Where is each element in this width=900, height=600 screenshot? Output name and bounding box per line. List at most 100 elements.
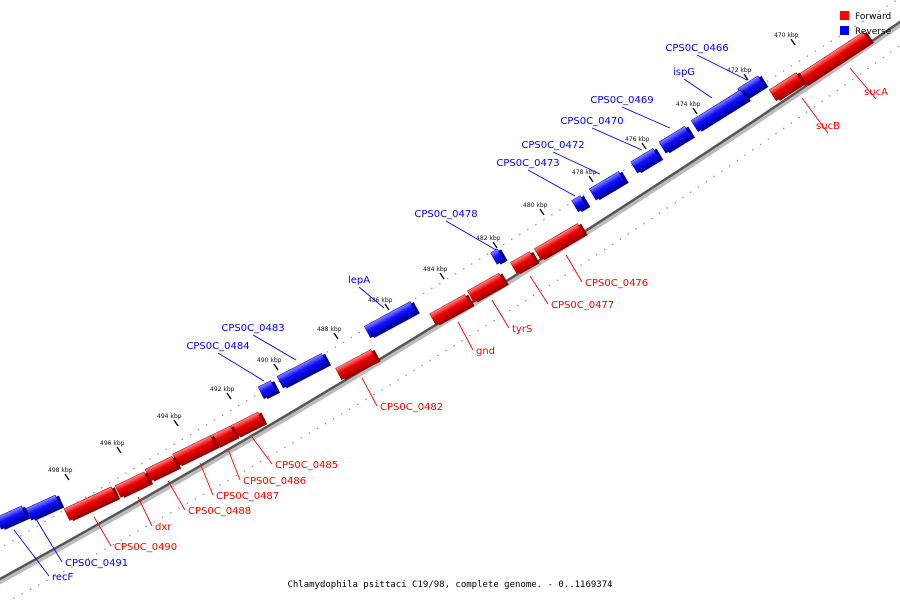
- gene-block: [257, 380, 277, 399]
- gene-leader-line: [13, 529, 50, 577]
- gene-label[interactable]: tyrS: [512, 324, 532, 335]
- gene-cps0c_0478-feature[interactable]: [490, 248, 508, 266]
- gene-block: [630, 148, 661, 174]
- gene-block: [797, 31, 871, 86]
- gene-label[interactable]: CPS0C_0477: [551, 300, 614, 311]
- gene-leader-line: [167, 480, 186, 511]
- leaders-layer: [13, 54, 877, 577]
- ticks-layer: 470 kbp 472 kbp 474 kbp 476 kbp 478 kbp 480 k…: [48, 32, 799, 481]
- gene-leader-line: [137, 496, 153, 527]
- gene-label[interactable]: dxr: [155, 522, 172, 533]
- gene-label[interactable]: lepA: [348, 275, 370, 286]
- gene-cps0c_0473-feature[interactable]: [571, 194, 591, 214]
- gene-dxr-feature[interactable]: [114, 471, 154, 500]
- gene-cps0c_0477-feature[interactable]: [510, 250, 540, 275]
- gene-leader-line: [552, 151, 601, 175]
- gene-gnd-feature[interactable]: [429, 293, 475, 327]
- gene-leader-line: [527, 169, 576, 197]
- tick-label: 478 kbp: [572, 169, 597, 176]
- gene-label[interactable]: CPS0C_0473: [496, 158, 559, 169]
- tick-mark: [333, 332, 339, 340]
- labels-layer: sucA sucB CPS0C_0466 ispG CPS0C_0469 CPS0C_04…: [52, 43, 888, 583]
- tick-label: 492 kbp: [210, 386, 235, 393]
- gene-label[interactable]: CPS0C_0486: [243, 476, 306, 487]
- gene-leader-line: [227, 448, 241, 481]
- legend-reverse-label: Reverse: [855, 27, 892, 37]
- gene-label[interactable]: CPS0C_0476: [585, 278, 648, 289]
- gene-block: [429, 293, 472, 326]
- gene-label[interactable]: sucA: [864, 87, 888, 98]
- gene-cps0c_0490-feature[interactable]: [63, 485, 121, 522]
- gene-cps0c_0469-feature[interactable]: [658, 125, 696, 155]
- gene-block: [63, 486, 118, 521]
- tick-mark: [743, 73, 749, 81]
- gene-block: [768, 72, 804, 102]
- gene-sucb-feature[interactable]: [768, 71, 807, 103]
- gene-label[interactable]: CPS0C_0487: [216, 491, 279, 502]
- tick-mark: [439, 272, 445, 280]
- genome-caption: Chlamydophila psittaci C19/98, complete …: [287, 580, 612, 590]
- legend-forward-label: Forward: [855, 12, 891, 22]
- gene-label[interactable]: sucB: [816, 121, 840, 132]
- gene-label[interactable]: ispG: [673, 67, 695, 78]
- tick-label: 486 kbp: [368, 297, 393, 304]
- gene-label[interactable]: CPS0C_0483: [221, 323, 284, 334]
- gene-ispg-feature[interactable]: [690, 88, 751, 133]
- gene-cps0c_0482-feature[interactable]: [335, 348, 381, 381]
- tick-mark: [588, 175, 594, 183]
- gene-suca-feature[interactable]: [797, 30, 874, 87]
- gene-label[interactable]: CPS0C_0488: [188, 506, 251, 517]
- gene-block: [510, 251, 537, 275]
- tick-label: 470 kbp: [774, 32, 799, 39]
- gene-block: [25, 494, 61, 521]
- gene-label[interactable]: CPS0C_0470: [560, 116, 623, 127]
- gene-leader-line: [217, 352, 265, 382]
- gene-leader-line: [696, 54, 748, 81]
- gene-label[interactable]: CPS0C_0490: [114, 542, 177, 553]
- gene-label[interactable]: CPS0C_0472: [521, 140, 584, 151]
- gene-cps0c_0472-feature[interactable]: [588, 170, 629, 202]
- gene-leader-line: [801, 97, 829, 134]
- gene-leader-line: [35, 518, 63, 563]
- gene-block: [658, 125, 692, 154]
- gene-label[interactable]: CPS0C_0466: [665, 43, 728, 54]
- tick-label: 476 kbp: [625, 136, 650, 143]
- tick-mark: [384, 303, 390, 311]
- tick-mark: [64, 473, 70, 481]
- legend-reverse-swatch: [840, 26, 849, 35]
- gene-leader-line: [361, 377, 378, 407]
- gene-label[interactable]: recF: [52, 572, 74, 583]
- gene-leader-line: [529, 275, 549, 305]
- gene-lepa-feature[interactable]: [363, 300, 420, 339]
- gene-block: [534, 223, 585, 261]
- gene-recf-feature[interactable]: [0, 505, 31, 531]
- gene-block: [0, 505, 28, 530]
- gene-label[interactable]: CPS0C_0485: [275, 460, 338, 471]
- outer-scale-arc: [0, 0, 898, 549]
- gene-cps0c_0491-feature[interactable]: [25, 494, 65, 522]
- tick-mark: [116, 446, 122, 454]
- gene-tyrs-feature[interactable]: [467, 272, 509, 304]
- tick-mark: [790, 38, 796, 46]
- tick-mark: [226, 392, 232, 400]
- tick-mark: [641, 142, 647, 150]
- gene-label[interactable]: CPS0C_0469: [590, 95, 653, 106]
- gene-leader-line: [199, 462, 214, 496]
- gene-cps0c_0483-feature[interactable]: [276, 352, 332, 390]
- gene-label[interactable]: CPS0C_0482: [380, 402, 443, 413]
- gene-block: [571, 195, 588, 213]
- gene-cps0c_0484-feature[interactable]: [257, 379, 281, 400]
- gene-leader-line: [93, 516, 112, 547]
- gene-cps0c_0476-feature[interactable]: [534, 222, 588, 262]
- gene-leader-line: [849, 67, 877, 100]
- gene-label[interactable]: CPS0C_0484: [186, 341, 249, 352]
- gene-label[interactable]: CPS0C_0478: [414, 209, 477, 220]
- gene-block: [490, 248, 505, 265]
- gene-leader-line: [621, 106, 671, 129]
- gene-leader-line: [251, 436, 273, 465]
- gene-label[interactable]: gnd: [476, 346, 495, 357]
- gene-label[interactable]: CPS0C_0491: [65, 558, 128, 569]
- tick-label: 484 kbp: [423, 266, 448, 273]
- gene-cps0c_0470-feature[interactable]: [630, 147, 664, 175]
